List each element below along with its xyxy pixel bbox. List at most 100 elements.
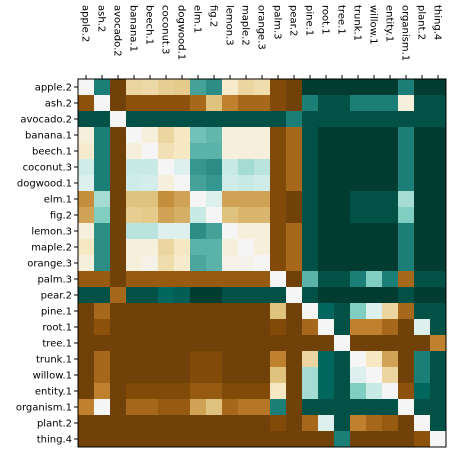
heatmap-cell: [174, 351, 191, 368]
heatmap-cell: [270, 319, 287, 336]
heatmap-cell: [206, 207, 223, 224]
heatmap-cell: [222, 383, 239, 400]
heatmap-cell: [222, 127, 239, 144]
heatmap-cell: [350, 143, 367, 160]
heatmap-cell: [142, 111, 159, 128]
heatmap-cell: [350, 287, 367, 304]
heatmap-cell: [302, 239, 319, 256]
heatmap-cell: [190, 79, 207, 96]
heatmap-cell: [78, 111, 95, 128]
heatmap-cell: [110, 111, 127, 128]
heatmap-cell: [190, 159, 207, 176]
heatmap-cell: [158, 415, 175, 432]
heatmap-cell: [94, 367, 111, 384]
heatmap-cell: [94, 351, 111, 368]
heatmap-cell: [158, 143, 175, 160]
heatmap-cell: [334, 191, 351, 208]
heatmap-cell: [270, 431, 287, 448]
heatmap-cell: [158, 191, 175, 208]
x-tick-label: coconut.3: [160, 5, 171, 54]
heatmap-cell: [302, 127, 319, 144]
heatmap-cell: [350, 319, 367, 336]
heatmap-cell: [270, 383, 287, 400]
heatmap-cell: [270, 271, 287, 288]
heatmap-cell: [174, 287, 191, 304]
heatmap-cell: [158, 111, 175, 128]
heatmap-cell: [190, 415, 207, 432]
heatmap-cell: [318, 79, 335, 96]
heatmap-cell: [430, 431, 447, 448]
heatmap-cell: [206, 191, 223, 208]
heatmap-cell: [366, 431, 383, 448]
heatmap-cell: [126, 367, 143, 384]
heatmap-cell: [398, 127, 415, 144]
heatmap-cell: [318, 95, 335, 112]
x-tick-label: palm.3: [272, 5, 283, 40]
heatmap-cell: [78, 239, 95, 256]
heatmap-cell: [190, 143, 207, 160]
heatmap-cell: [110, 303, 127, 320]
heatmap-cell: [382, 175, 399, 192]
heatmap-cell: [302, 431, 319, 448]
heatmap-cell: [110, 207, 127, 224]
heatmap-cell: [366, 367, 383, 384]
heatmap-cell: [110, 127, 127, 144]
heatmap-cell: [254, 399, 271, 416]
heatmap-cell: [398, 191, 415, 208]
heatmap-cell: [126, 383, 143, 400]
heatmap-cell: [158, 159, 175, 176]
heatmap-cell: [318, 303, 335, 320]
heatmap-cell: [94, 431, 111, 448]
heatmap-cell: [334, 271, 351, 288]
heatmap-cell: [366, 255, 383, 272]
heatmap-cell: [110, 431, 127, 448]
heatmap-cell: [78, 143, 95, 160]
heatmap-cell: [238, 127, 255, 144]
heatmap-cell: [158, 79, 175, 96]
heatmap-cell: [302, 79, 319, 96]
heatmap-cell: [430, 79, 447, 96]
x-tick-label: tree.1: [336, 5, 347, 35]
heatmap-cell: [382, 207, 399, 224]
heatmap-cell: [206, 223, 223, 240]
heatmap-cell: [110, 79, 127, 96]
heatmap-cell: [430, 127, 447, 144]
heatmap-cell: [142, 399, 159, 416]
x-tick-label: root.1: [320, 5, 331, 35]
heatmap-cell: [382, 239, 399, 256]
heatmap-cell: [110, 223, 127, 240]
heatmap-cell: [174, 255, 191, 272]
heatmap-cell: [350, 255, 367, 272]
heatmap-cell: [78, 191, 95, 208]
heatmap-cell: [254, 175, 271, 192]
heatmap-cell: [414, 95, 431, 112]
heatmap-cell: [398, 255, 415, 272]
heatmap-cell: [94, 79, 111, 96]
heatmap-cell: [158, 271, 175, 288]
heatmap-cell: [430, 159, 447, 176]
heatmap-cell: [222, 79, 239, 96]
heatmap-cell: [350, 335, 367, 352]
heatmap-cell: [238, 175, 255, 192]
heatmap-cell: [382, 351, 399, 368]
heatmap-cell: [414, 239, 431, 256]
heatmap-cell: [302, 143, 319, 160]
heatmap-cell: [206, 335, 223, 352]
heatmap-cell: [238, 223, 255, 240]
heatmap-cell: [190, 431, 207, 448]
heatmap-cell: [222, 399, 239, 416]
heatmap-cell: [142, 383, 159, 400]
heatmap-cell: [254, 127, 271, 144]
heatmap-cell: [318, 319, 335, 336]
heatmap-cell: [398, 223, 415, 240]
x-tick-label: pear.2: [288, 5, 299, 36]
heatmap-cell: [254, 335, 271, 352]
heatmap-cell: [110, 287, 127, 304]
heatmap-cell: [158, 127, 175, 144]
heatmap-cell: [398, 95, 415, 112]
heatmap-cell: [318, 271, 335, 288]
heatmap-cell: [302, 175, 319, 192]
heatmap-cell: [78, 127, 95, 144]
heatmap-cell: [254, 95, 271, 112]
heatmap-cell: [334, 111, 351, 128]
